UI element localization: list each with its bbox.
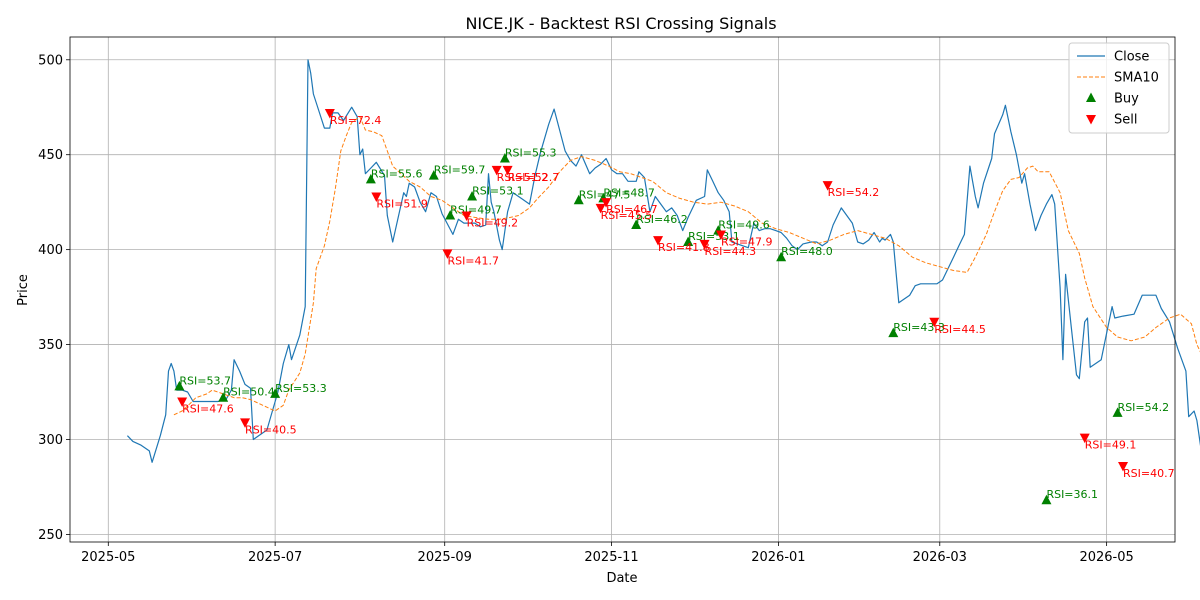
x-axis-label: Date	[606, 571, 637, 586]
sell-signal-label: RSI=52.7	[508, 171, 560, 184]
y-axis-label: Price	[16, 274, 31, 306]
sma10-line	[173, 116, 1200, 416]
legend-label-buy: Buy	[1114, 92, 1139, 107]
buy-signal-label: RSI=49.6	[718, 219, 770, 232]
buy-signal-label: RSI=53.1	[688, 230, 740, 243]
buy-signal-label: RSI=46.2	[636, 213, 688, 226]
sell-signal-label: RSI=54.2	[828, 186, 880, 199]
sell-signal-marker	[442, 249, 453, 259]
sell-signal-label: RSI=40.5	[245, 423, 297, 436]
plot-frame	[69, 36, 1176, 543]
legend-label-close: Close	[1114, 50, 1149, 65]
y-tick-label: 350	[38, 338, 63, 353]
sell-signal-marker	[371, 192, 382, 202]
buy-signal-label: RSI=55.6	[371, 167, 423, 180]
sell-signal-marker	[1079, 433, 1090, 444]
sell-signal-marker	[601, 198, 612, 208]
buy-signal-marker	[776, 251, 787, 262]
x-tick-label: 2026-05	[1079, 550, 1133, 565]
sell-signal-marker	[502, 165, 513, 176]
x-tick-label: 2025-09	[418, 550, 472, 565]
buy-signal-marker	[683, 236, 694, 247]
sell-signal-label: RSI=44.5	[934, 323, 986, 336]
buy-signal-marker	[270, 388, 281, 398]
sell-signal-label: RSI=40.7	[1123, 467, 1175, 480]
sell-signal-label: RSI=47.6	[182, 403, 234, 416]
chart-title: NICE.JK - Backtest RSI Crossing Signals	[465, 14, 776, 33]
buy-signal-marker	[445, 209, 456, 220]
buy-signal-label: RSI=50.4	[223, 386, 275, 399]
sell-signal-label: RSI=46.7	[606, 203, 658, 216]
buy-signal-marker	[888, 327, 899, 338]
sell-signal-label: RSI=72.4	[330, 114, 382, 127]
y-tick-label: 500	[38, 53, 63, 68]
x-tick-label: 2026-03	[913, 550, 967, 565]
buy-signal-label: RSI=53.7	[179, 374, 231, 387]
sell-signal-marker	[715, 230, 726, 240]
x-tick-label: 2026-01	[751, 550, 805, 565]
buy-signal-label: RSI=53.3	[275, 382, 327, 395]
buy-signal-label: RSI=59.7	[434, 164, 486, 177]
sell-signal-label: RSI=49.1	[1085, 439, 1137, 452]
sell-signal-label: RSI=44.3	[705, 245, 757, 258]
buy-signal-marker	[218, 392, 229, 402]
sell-signal-label: RSI=51.2	[497, 171, 549, 184]
y-tick-label: 250	[38, 528, 63, 543]
sell-signal-marker	[240, 418, 251, 428]
sell-signal-marker	[1118, 462, 1129, 472]
sell-signal-marker	[491, 165, 502, 176]
buy-signal-marker	[631, 219, 642, 229]
legend-label-sell: Sell	[1114, 113, 1137, 128]
buy-signal-marker	[1041, 494, 1052, 505]
y-tick-label: 400	[38, 243, 63, 258]
buy-signal-marker	[1112, 407, 1123, 417]
x-tick-label: 2025-05	[81, 550, 135, 565]
grid	[70, 37, 1175, 542]
buy-signal-label: RSI=43.3	[893, 321, 945, 334]
legend-box	[1068, 42, 1170, 134]
sell-signal-marker	[324, 108, 335, 119]
sell-signal-marker	[177, 397, 188, 408]
sell-signal-label: RSI=49.2	[467, 216, 519, 229]
sell-signal-marker	[461, 211, 472, 221]
sell-signal-label: RSI=51.9	[376, 197, 428, 210]
sell-signal-label: RSI=47.9	[721, 235, 773, 248]
buy-signal-marker	[365, 173, 376, 184]
x-tick-label: 2025-11	[584, 550, 638, 565]
buy-signal-label: RSI=49.7	[450, 203, 502, 216]
sell-signal-marker	[595, 203, 606, 214]
sell-signal-label: RSI=41.7	[447, 254, 499, 267]
sell-signal-marker	[929, 317, 940, 328]
buy-signal-label: RSI=48.0	[781, 245, 833, 258]
buy-signal-label: RSI=48.7	[603, 186, 655, 199]
buy-signal-marker	[428, 170, 439, 180]
buy-signal-label: RSI=36.1	[1046, 488, 1098, 501]
sell-signal-marker	[699, 239, 710, 250]
buy-signal-marker	[499, 153, 510, 163]
sell-signal-marker	[822, 181, 833, 191]
buy-signal-marker	[467, 190, 478, 201]
buy-signal-label: RSI=55.3	[505, 147, 557, 160]
series-layer	[126, 59, 1200, 463]
sell-signal-label: RSI=45.5	[601, 209, 653, 222]
sell-signal-marker	[653, 236, 664, 246]
buy-signal-label: RSI=53.1	[472, 184, 524, 197]
y-tick-label: 450	[38, 148, 63, 163]
close-price-line	[126, 59, 1200, 463]
legend: Close SMA10 Buy Sell	[1068, 42, 1170, 134]
sell-signal-label: RSI=41.8	[658, 241, 710, 254]
y-tick-label: 300	[38, 433, 63, 448]
x-tick-label: 2025-07	[248, 550, 302, 565]
legend-sell-swatch	[1086, 115, 1096, 125]
legend-buy-swatch	[1086, 92, 1096, 102]
legend-label-sma: SMA10	[1114, 71, 1159, 86]
buy-signal-marker	[174, 380, 185, 391]
buy-signal-label: RSI=54.2	[1118, 401, 1170, 414]
ticks: 2025-05 2025-07 2025-09 2025-11 2026-01 2026-…	[38, 53, 1134, 565]
buy-signal-marker	[573, 194, 584, 205]
buy-signal-label: RSI=47.5	[579, 188, 631, 201]
